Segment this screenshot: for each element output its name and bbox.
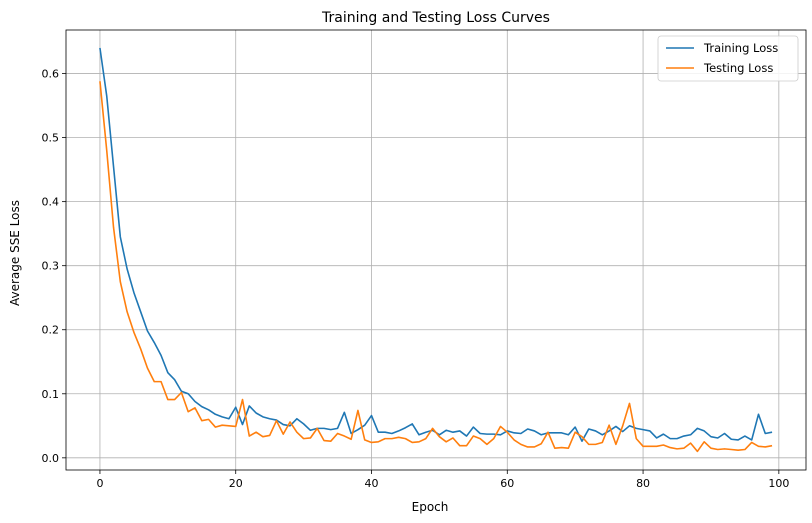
y-tick-label: 0.0 [42, 452, 60, 465]
grid-layer [66, 30, 806, 470]
chart-title: Training and Testing Loss Curves [321, 10, 550, 26]
y-tick-label: 0.5 [42, 132, 60, 145]
series-layer [99, 47, 773, 453]
legend-label-testing: Testing Loss [703, 61, 773, 75]
x-tick-label: 100 [768, 477, 789, 490]
y-tick-label: 0.4 [42, 196, 60, 209]
legend: Training Loss Testing Loss [657, 35, 799, 82]
legend-label-training: Training Loss [703, 41, 778, 55]
x-tick-label: 40 [365, 477, 379, 490]
y-tick-label: 0.2 [42, 324, 60, 337]
y-tick-label: 0.6 [42, 68, 60, 81]
y-tick-label: 0.3 [42, 260, 60, 273]
x-tick-label: 60 [500, 477, 514, 490]
x-tick-label: 20 [229, 477, 243, 490]
x-tick-label: 80 [636, 477, 650, 490]
x-tick-label: 0 [96, 477, 103, 490]
x-axis-label: Epoch [412, 500, 449, 514]
y-tick-label: 0.1 [42, 388, 60, 401]
testing-loss-line [99, 81, 773, 453]
y-axis-label: Average SSE Loss [8, 200, 22, 306]
tick-layer: 0 20 40 60 80 100 0.0 0.1 0.2 0.3 0.4 0.5 0.6 [42, 68, 790, 490]
plot-frame [65, 29, 807, 471]
